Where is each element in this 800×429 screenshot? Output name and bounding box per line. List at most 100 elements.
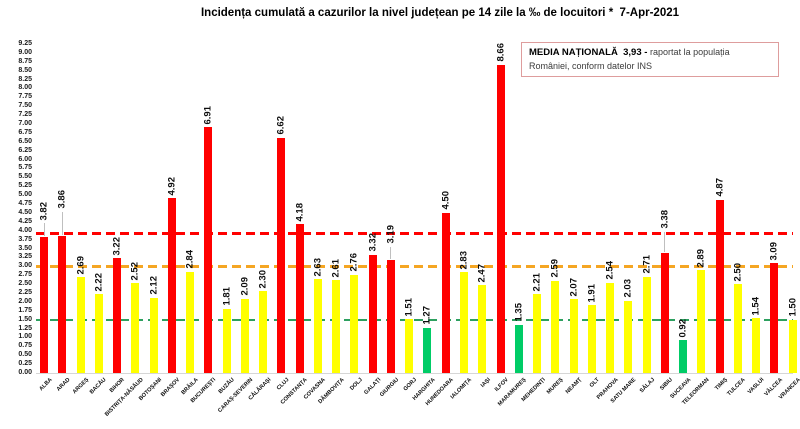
bar-value-label: 2.52: [129, 261, 141, 281]
bar-value-label: 3.82: [38, 201, 50, 221]
y-axis-tick-label: 2.50: [18, 280, 32, 288]
y-axis-tick-label: 6.75: [18, 128, 32, 136]
bar-value-label: 2.59: [549, 259, 561, 278]
bar-salaj: [642, 276, 651, 373]
bar-value-label: 2.09: [239, 277, 251, 296]
chart-title: Incidența cumulată a cazurilor la nivel …: [200, 7, 680, 19]
y-axis-tick-label: 4.25: [18, 217, 32, 225]
x-axis-label: DOLJ: [348, 377, 364, 392]
y-axis-tick-label: 8.50: [18, 66, 32, 74]
bar-value-label: 2.12: [148, 276, 160, 295]
y-axis-tick-label: 7.75: [18, 93, 32, 101]
bar-ilfov: [496, 64, 505, 373]
bar-galati: [368, 254, 377, 373]
green-limit-line: [36, 318, 793, 322]
bar-value-label: 2.63: [312, 257, 324, 277]
bar-giurgiu: [386, 259, 395, 373]
y-axis-tick-label: 4.75: [18, 200, 32, 208]
national-average-value: MEDIA NAȚIONALĂ 3,93 -: [529, 47, 651, 58]
bar-prahova: [606, 282, 615, 373]
x-axis-label: SĂLAJ: [638, 377, 656, 394]
y-axis-tick-label: 4.50: [18, 208, 32, 216]
bar-valcea: [770, 263, 779, 373]
bar-value-label: 1.35: [513, 303, 525, 322]
y-axis-tick-label: 5.00: [18, 191, 32, 199]
bar-cluj: [277, 137, 286, 373]
x-axis-label: MUREȘ: [545, 377, 565, 396]
y-axis-tick-label: 6.25: [18, 146, 32, 154]
bar-gorj: [405, 319, 414, 373]
y-axis-tick-label: 1.25: [18, 324, 32, 332]
y-axis-tick-label: 6.00: [18, 155, 32, 163]
bar-constanta: [295, 224, 304, 373]
x-axis-label: NEAMȚ: [564, 377, 583, 396]
national-average-note: raportat la populația României, conform …: [529, 47, 733, 71]
y-axis-tick-label: 1.50: [18, 315, 32, 323]
bar-hunedoara: [441, 212, 450, 373]
y-axis-tick-label: 7.50: [18, 102, 32, 110]
bar-vrancea: [788, 319, 797, 373]
bar-value-label: 2.30: [257, 269, 269, 289]
bar-value-label: 3.19: [385, 225, 397, 244]
bar-value-label: 2.83: [458, 250, 470, 270]
bar-value-label: 1.51: [403, 297, 415, 317]
y-axis-tick-label: 2.75: [18, 271, 32, 279]
bar-value-label: 4.87: [714, 178, 726, 197]
bar-value-label: 8.66: [495, 43, 506, 62]
bar-value-label: 2.61: [330, 258, 342, 278]
bar-neamt: [569, 299, 578, 373]
bar-value-label: 2.21: [531, 272, 543, 292]
bar-vaslui: [752, 318, 761, 373]
bar-value-label: 6.91: [202, 105, 214, 125]
bar-bihor: [113, 258, 122, 373]
y-axis-tick-label: 3.00: [18, 262, 32, 270]
bar-bucuresti: [204, 127, 213, 373]
bar-value-label: 2.47: [476, 263, 488, 283]
bar-value-label: 4.18: [294, 202, 306, 222]
y-axis-tick-label: 3.75: [18, 235, 32, 243]
x-axis-label: ARAD: [55, 377, 72, 393]
value-label-leader-line: [61, 211, 63, 235]
x-axis-label: CLUJ: [276, 377, 291, 392]
y-axis-tick-label: 5.25: [18, 182, 32, 190]
bar-value-label: 1.91: [586, 283, 598, 303]
bar-value-label: 2.89: [695, 248, 707, 268]
y-axis-tick-label: 7.00: [18, 120, 32, 127]
bar-value-label: 1.81: [221, 287, 233, 306]
bar-value-label: 3.09: [768, 241, 780, 261]
bar-value-label: 0.92: [677, 318, 689, 338]
bar-value-label: 2.03: [622, 279, 634, 298]
bar-tulcea: [733, 284, 742, 373]
bar-value-label: 3.86: [56, 190, 68, 209]
bar-teleorman: [697, 270, 706, 373]
bar-value-label: 1.50: [787, 298, 799, 317]
bar-value-label: 1.27: [421, 306, 433, 325]
bar-calarasi: [259, 291, 268, 373]
x-axis-label: OLT: [589, 377, 601, 389]
y-axis-tick-label: 8.25: [18, 75, 32, 83]
x-axis-label: ARGEȘ: [71, 377, 90, 396]
bar-dolj: [350, 274, 359, 373]
bar-value-label: 2.22: [93, 272, 105, 292]
bar-mures: [551, 280, 560, 373]
bar-arad: [58, 235, 67, 373]
bar-mehedinti: [533, 294, 542, 373]
bar-value-label: 2.69: [75, 255, 87, 275]
y-axis-tick-label: 8.00: [18, 84, 32, 92]
bar-braila: [186, 271, 195, 373]
bar-sibiu: [660, 252, 669, 373]
x-axis-baseline: [36, 373, 793, 374]
x-axis-label: ALBA: [37, 377, 53, 392]
x-axis-label: ILFOV: [493, 377, 510, 393]
bar-olt: [587, 305, 596, 373]
x-axis-label: TIMIȘ: [714, 377, 729, 392]
bar-suceava: [679, 340, 688, 373]
y-axis-tick-label: 0.25: [18, 360, 32, 368]
x-axis-label: TULCEA: [726, 377, 747, 398]
y-axis-tick-label: 2.00: [18, 297, 32, 305]
x-axis-label: BIHOR: [109, 377, 126, 394]
bar-value-label: 2.07: [568, 277, 580, 297]
bar-value-label: 2.54: [604, 261, 616, 280]
bar-value-label: 1.54: [750, 296, 762, 316]
